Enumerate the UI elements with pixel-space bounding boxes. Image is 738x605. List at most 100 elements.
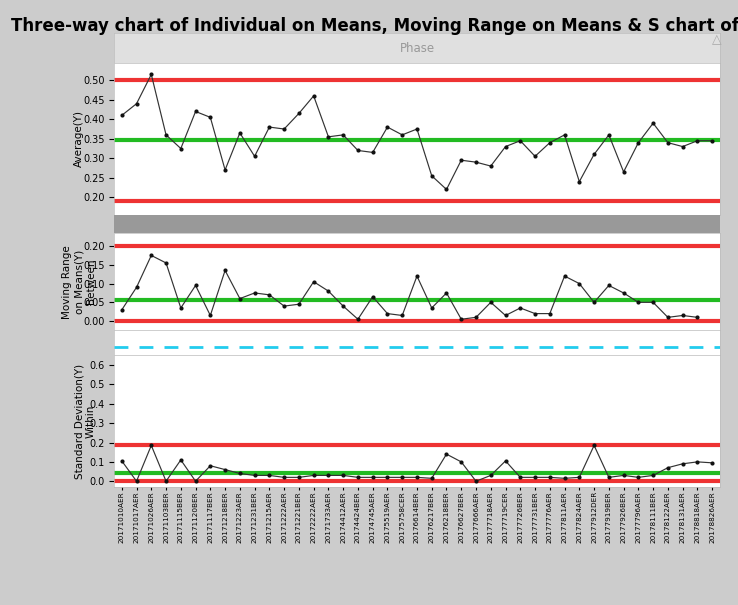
- Point: [323, 286, 334, 296]
- Point: [278, 473, 290, 482]
- Point: [559, 474, 570, 483]
- Point: [411, 473, 423, 482]
- Point: [219, 266, 231, 275]
- Point: [367, 292, 379, 301]
- Point: [573, 279, 585, 289]
- Point: [529, 473, 541, 482]
- Point: [396, 130, 408, 140]
- Point: [293, 109, 305, 119]
- Point: [485, 298, 497, 307]
- Point: [367, 148, 379, 157]
- Point: [603, 473, 615, 482]
- Point: [367, 473, 379, 482]
- Point: [204, 461, 216, 471]
- Point: [323, 471, 334, 480]
- Point: [234, 469, 246, 479]
- Point: [529, 151, 541, 161]
- Point: [544, 138, 556, 148]
- Point: [514, 303, 526, 313]
- Point: [662, 138, 674, 148]
- Point: [249, 471, 261, 480]
- Point: [441, 450, 452, 459]
- Point: [544, 309, 556, 318]
- Point: [573, 473, 585, 482]
- Point: [249, 288, 261, 298]
- Point: [485, 471, 497, 480]
- Point: [618, 471, 630, 480]
- Point: [692, 136, 703, 146]
- Point: [116, 111, 128, 120]
- Point: [514, 136, 526, 146]
- Point: [470, 157, 482, 167]
- Point: [263, 122, 275, 132]
- Point: [588, 298, 600, 307]
- Point: [234, 294, 246, 304]
- Point: [323, 132, 334, 142]
- Point: [219, 465, 231, 474]
- Point: [559, 271, 570, 281]
- Point: [308, 277, 320, 287]
- Point: [382, 473, 393, 482]
- Point: [559, 130, 570, 140]
- Text: Three-way chart of Individual on Means, Moving Range on Means & S chart of Y: Three-way chart of Individual on Means, …: [11, 17, 738, 35]
- Point: [662, 313, 674, 322]
- Point: [647, 119, 659, 128]
- Point: [131, 476, 142, 486]
- Point: [160, 476, 172, 486]
- Point: [382, 122, 393, 132]
- Point: [308, 91, 320, 101]
- Text: Phase: Phase: [399, 42, 435, 54]
- Point: [175, 303, 187, 313]
- Point: [396, 473, 408, 482]
- Point: [677, 459, 689, 469]
- Point: [500, 310, 511, 320]
- Point: [632, 138, 644, 148]
- Point: [382, 309, 393, 318]
- Point: [455, 315, 467, 324]
- Point: [204, 310, 216, 320]
- Point: [234, 128, 246, 138]
- Point: [337, 130, 349, 140]
- Point: [500, 142, 511, 151]
- Point: [263, 290, 275, 299]
- Point: [160, 130, 172, 140]
- Point: [175, 455, 187, 465]
- Point: [426, 171, 438, 181]
- Point: [573, 177, 585, 186]
- Point: [352, 146, 364, 155]
- Y-axis label: Average(Y): Average(Y): [74, 110, 84, 167]
- Point: [426, 303, 438, 313]
- Point: [632, 473, 644, 482]
- Point: [190, 281, 201, 290]
- Point: [190, 106, 201, 116]
- Point: [692, 457, 703, 466]
- Point: [677, 142, 689, 151]
- Point: [411, 124, 423, 134]
- Y-axis label: Moving Range
on Means(Y)
Between: Moving Range on Means(Y) Between: [63, 245, 96, 319]
- Point: [485, 161, 497, 171]
- Point: [145, 440, 157, 450]
- Point: [160, 258, 172, 268]
- Point: [263, 471, 275, 480]
- Point: [145, 70, 157, 79]
- Point: [337, 471, 349, 480]
- Point: [249, 151, 261, 161]
- Point: [677, 310, 689, 320]
- Point: [455, 155, 467, 165]
- Point: [706, 136, 718, 146]
- Point: [588, 149, 600, 159]
- Point: [204, 113, 216, 122]
- Point: [278, 301, 290, 311]
- Point: [396, 310, 408, 320]
- Point: [145, 250, 157, 260]
- Point: [470, 313, 482, 322]
- Point: [116, 305, 128, 315]
- Point: [219, 165, 231, 175]
- Point: [411, 271, 423, 281]
- Point: [529, 309, 541, 318]
- Point: [426, 474, 438, 483]
- Point: [500, 456, 511, 466]
- Point: [352, 315, 364, 324]
- Point: [647, 298, 659, 307]
- Point: [603, 281, 615, 290]
